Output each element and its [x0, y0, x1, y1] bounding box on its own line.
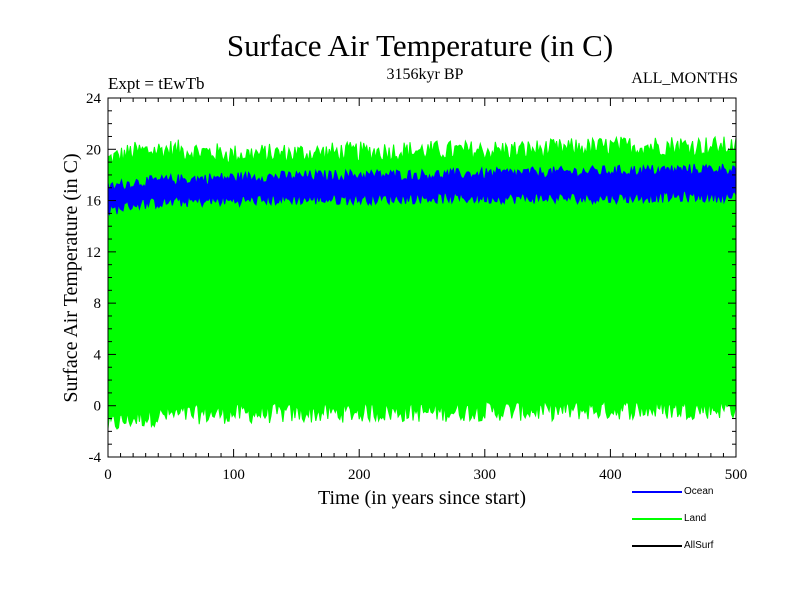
- legend-item-ocean: Ocean: [632, 486, 713, 497]
- y-axis-label: Surface Air Temperature (in C): [60, 153, 82, 403]
- legend-item-allsurf: AllSurf: [632, 540, 713, 551]
- x-tick-label: 0: [104, 467, 112, 483]
- y-tick-label: 4: [94, 347, 102, 363]
- y-tick-label: 12: [86, 245, 101, 261]
- x-tick-label: 200: [348, 467, 371, 483]
- chart-subtitle: 3156kyr BP: [386, 66, 464, 83]
- legend-swatch-allsurf: [632, 544, 682, 547]
- y-tick-label: 20: [86, 142, 101, 158]
- legend-label-allsurf: AllSurf: [684, 540, 714, 551]
- months-label: ALL_MONTHS: [631, 70, 738, 87]
- x-tick-label: 300: [474, 467, 497, 483]
- y-tick-label: 24: [86, 91, 102, 107]
- chart-title: Surface Air Temperature (in C): [226, 28, 614, 63]
- y-tick-label: 0: [94, 399, 102, 415]
- experiment-label: Expt = tEwTb: [108, 74, 205, 93]
- legend-label-land: Land: [684, 513, 707, 524]
- x-tick-label: 500: [725, 467, 748, 483]
- y-tick-label: 8: [94, 296, 102, 312]
- x-tick-label: 400: [599, 467, 622, 483]
- y-tick-label: 16: [86, 194, 102, 210]
- legend-item-land: Land: [632, 513, 706, 524]
- legend-swatch-ocean: [632, 490, 682, 493]
- legend-label-ocean: Ocean: [684, 486, 714, 497]
- x-axis-label: Time (in years since start): [317, 487, 527, 509]
- x-tick-label: 100: [222, 467, 245, 483]
- y-tick-label: -4: [89, 450, 102, 466]
- legend-swatch-land: [632, 517, 682, 520]
